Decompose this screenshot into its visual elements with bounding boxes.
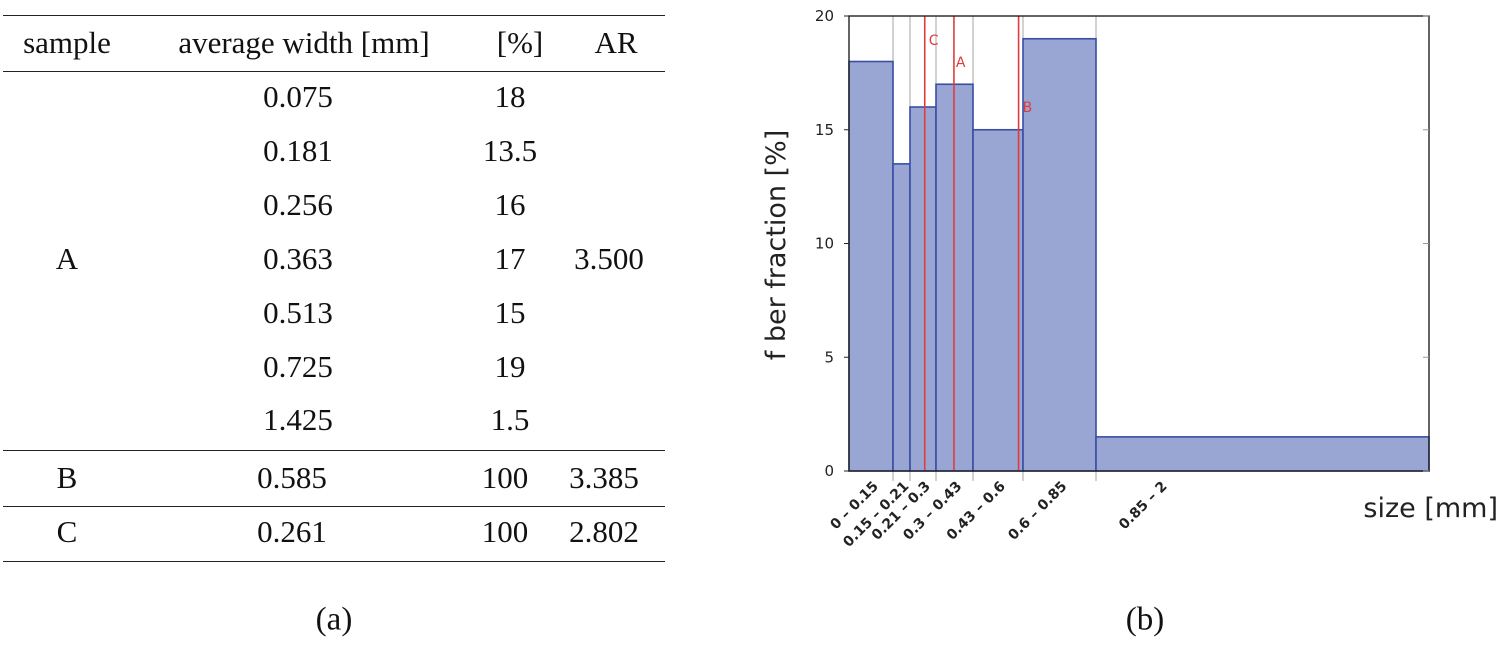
row-a7-pct: 1.5	[490, 402, 530, 437]
group-c-sample: C	[56, 514, 78, 549]
group-c-pct: 100	[481, 514, 529, 549]
row-a4-width: 0.363	[263, 241, 333, 276]
row-a4-pct: 17	[494, 241, 526, 276]
y-tick-label: 15	[815, 121, 834, 139]
y-tick-label: 20	[815, 7, 834, 25]
caption-a: (a)	[315, 601, 353, 638]
header-ar: AR	[594, 25, 638, 60]
y-tick-label: 10	[815, 235, 834, 253]
row-a5-pct: 15	[494, 295, 526, 330]
data-table: sample average width [mm] [%] AR A 3.500…	[0, 0, 670, 644]
marker-label-c: C	[929, 33, 939, 49]
table-bottom-rule	[3, 561, 665, 563]
bars-layer	[848, 37, 1430, 472]
group-c-ar: 2.802	[569, 514, 639, 549]
bar-bin-1	[848, 60, 894, 472]
group-a-sample: A	[55, 241, 79, 276]
marker-label-a: A	[956, 55, 966, 71]
row-a2-pct: 13.5	[482, 133, 538, 168]
markers-layer: C A B	[923, 16, 1033, 471]
x-tick-label-7: 0.85 – 2	[1116, 479, 1170, 533]
row-a6-pct: 19	[494, 349, 526, 384]
x-tick-label-6: 0.6 – 0.85	[1005, 479, 1070, 544]
group-b-pct: 100	[481, 460, 529, 495]
row-a3-width: 0.256	[263, 187, 333, 222]
table-rule-c	[3, 506, 665, 508]
group-b-width: 0.585	[257, 460, 327, 495]
group-c-width: 0.261	[257, 514, 327, 549]
bar-bin-6	[1022, 37, 1097, 472]
bar-bin-5	[972, 128, 1024, 472]
row-a2-width: 0.181	[263, 133, 333, 168]
header-average-width: average width [mm]	[178, 25, 430, 60]
row-a6-width: 0.725	[263, 349, 333, 384]
y-tick-label: 5	[824, 348, 834, 366]
y-axis-label: f ber fraction [%]	[761, 130, 792, 361]
header-percent: [%]	[496, 25, 544, 60]
bar-bin-2	[892, 163, 911, 472]
group-a-ar: 3.500	[574, 241, 644, 276]
group-b-ar: 3.385	[569, 460, 639, 495]
table-header-rule	[3, 71, 665, 73]
caption-b: (b)	[1125, 601, 1165, 638]
table-rule-b	[3, 450, 665, 452]
marker-label-b: B	[1023, 100, 1033, 116]
bar-bin-3	[909, 106, 937, 472]
table-top-rule	[3, 15, 665, 17]
x-ticks: 0 – 0.150.15 – 0.210.21 – 0.30.3 – 0.430…	[827, 479, 1170, 551]
row-a3-pct: 16	[494, 187, 526, 222]
bar-bin-7	[1095, 436, 1430, 472]
chart-svg: C A B 0 5 10 15 20 0 – 0.150.15 – 0.210.21 – 0…	[761, 7, 1498, 551]
row-a7-width: 1.425	[263, 402, 333, 437]
row-a1-width: 0.075	[263, 79, 333, 114]
header-sample: sample	[23, 25, 111, 60]
y-tick-label: 0	[824, 462, 834, 480]
group-b-sample: B	[56, 460, 78, 495]
x-axis-label: size [mm]	[1363, 493, 1498, 524]
y-ticks: 0 5 10 15 20	[815, 7, 1429, 480]
fiber-fraction-chart: C A B 0 5 10 15 20 0 – 0.15 0.15 – 0.21 0.21 – 0…	[700, 0, 1502, 644]
row-a5-width: 0.513	[263, 295, 333, 330]
row-a1-pct: 18	[494, 79, 526, 114]
